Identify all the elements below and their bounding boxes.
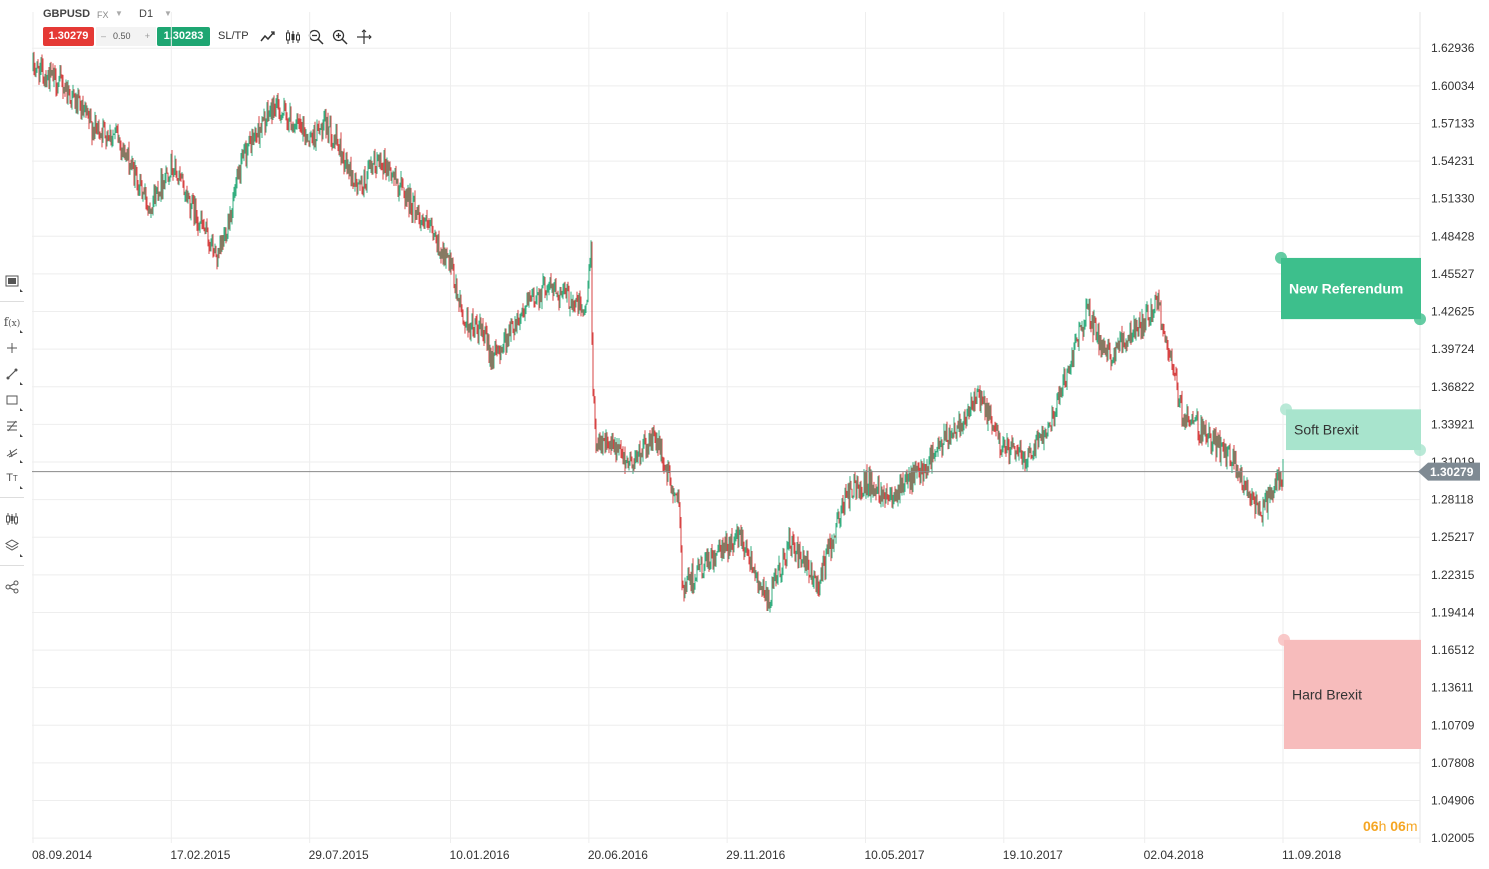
price-tick-label: 1.16512: [1431, 643, 1475, 657]
price-tick-label: 1.57133: [1431, 116, 1475, 130]
date-tick-label: 29.07.2015: [309, 848, 369, 862]
price-tick-label: 1.51330: [1431, 192, 1475, 206]
price-tick-label: 1.39724: [1431, 342, 1475, 356]
pitchfork-icon[interactable]: [0, 443, 24, 463]
price-tick-label: 1.22315: [1431, 568, 1475, 582]
zone-handle: [1275, 251, 1287, 264]
trendline-icon[interactable]: [0, 365, 24, 385]
scenario-zone: [1281, 257, 1421, 320]
price-tick-label: 1.04906: [1431, 794, 1475, 808]
countdown-hours-unit: h: [1378, 818, 1387, 834]
zone-label: Soft Brexit: [1294, 422, 1359, 438]
date-tick-label: 11.09.2018: [1282, 848, 1341, 862]
candle-countdown: 06h 06m: [1363, 818, 1418, 834]
function-icon[interactable]: f(x): [0, 313, 24, 333]
countdown-minutes: 06: [1390, 818, 1406, 834]
buy-button[interactable]: 1.30283: [157, 27, 210, 46]
price-tick-label: 1.36822: [1431, 380, 1475, 394]
fibonacci-icon[interactable]: [0, 417, 24, 437]
crosshair-plus-icon[interactable]: [0, 339, 24, 357]
price-tick-label: 1.10709: [1431, 718, 1475, 732]
zone-handle: [1280, 403, 1292, 416]
share-icon[interactable]: [0, 578, 24, 596]
price-tick-label: 1.45527: [1431, 267, 1475, 281]
sell-button[interactable]: 1.30279: [43, 27, 94, 46]
date-tick-label: 19.10.2017: [1003, 848, 1063, 862]
price-tick-label: 1.33921: [1431, 417, 1475, 431]
price-tick-label: 1.54231: [1431, 154, 1475, 168]
date-tick-label: 20.06.2016: [588, 848, 648, 862]
toolbar-divider: [0, 301, 24, 302]
timeframe-dropdown-icon[interactable]: ▼: [164, 9, 172, 18]
zoom-in-icon[interactable]: [332, 29, 348, 45]
zone-label: New Referendum: [1289, 281, 1403, 297]
crosshair-icon[interactable]: [356, 29, 372, 45]
current-price-label: 1.30279: [1430, 465, 1474, 479]
price-tick-label: 1.13611: [1431, 681, 1474, 695]
increase-volume-icon[interactable]: +: [144, 31, 150, 41]
layers-icon[interactable]: [0, 537, 24, 557]
scenario-zones: New Referendum Soft Brexit Hard Brexit: [1275, 251, 1426, 750]
price-tick-label: 1.19414: [1431, 605, 1475, 619]
date-tick-label: 02.04.2018: [1144, 848, 1204, 862]
spread-value[interactable]: 0.50: [113, 31, 131, 41]
toolbar-divider: [0, 565, 24, 566]
price-tick-label: 1.60034: [1431, 79, 1475, 93]
date-tick-label: 08.09.2014: [32, 848, 92, 862]
time-axis: 08.09.2014 17.02.2015 29.07.2015 10.01.2016…: [32, 848, 1341, 862]
market-label: FX: [97, 10, 109, 20]
candle-type-icon[interactable]: [285, 29, 301, 45]
toolbar-divider: [0, 497, 24, 498]
date-tick-label: 17.02.2015: [170, 848, 230, 862]
current-price-tag: 1.30279: [1418, 462, 1480, 481]
chart-grid: [32, 12, 1421, 843]
price-tick-label: 1.62936: [1431, 41, 1475, 55]
price-tick-label: 1.25217: [1431, 530, 1475, 544]
scenario-zone: [1286, 409, 1421, 451]
zone-label: Hard Brexit: [1292, 686, 1362, 702]
countdown-minutes-unit: m: [1405, 818, 1418, 834]
price-tick-label: 1.42625: [1431, 305, 1475, 319]
current-price-badge: [1418, 462, 1480, 481]
window-icon[interactable]: [0, 272, 24, 292]
zone-handle: [1278, 633, 1290, 646]
zone-handle: [1414, 444, 1426, 457]
price-axis: 1.62936 1.60034 1.57133 1.54231 1.51330 1.484…: [1431, 41, 1475, 845]
rectangle-icon[interactable]: [0, 391, 24, 411]
zone-handle: [1414, 313, 1426, 326]
price-tick-label: 1.48428: [1431, 229, 1475, 243]
volume-stepper[interactable]: – 0.50 +: [96, 27, 156, 46]
decrease-volume-icon[interactable]: –: [101, 31, 107, 41]
indicators-icon[interactable]: [0, 510, 24, 528]
countdown-hours: 06: [1363, 818, 1379, 834]
date-tick-label: 10.05.2017: [864, 848, 924, 862]
candlestick-series: [32, 51, 1284, 613]
symbol-label[interactable]: GBPUSD: [43, 8, 91, 20]
price-tick-label: 1.07808: [1431, 756, 1475, 770]
line-chart-icon[interactable]: [260, 29, 276, 45]
date-tick-label: 10.01.2016: [450, 848, 510, 862]
sltp-button[interactable]: SL/TP: [218, 30, 249, 42]
instrument-toolbar: GBPUSD FX ▼ D1 ▼ 1.30279 – 0.50 + 1.3028…: [40, 6, 440, 54]
price-tick-label: 1.28118: [1431, 493, 1474, 507]
price-tick-label: 1.02005: [1431, 831, 1475, 845]
timeframe-label[interactable]: D1: [139, 8, 154, 20]
scenario-zone: [1284, 639, 1421, 750]
text-icon[interactable]: TT: [0, 469, 24, 489]
date-tick-label: 29.11.2016: [726, 848, 785, 862]
symbol-dropdown-icon[interactable]: ▼: [115, 9, 123, 18]
